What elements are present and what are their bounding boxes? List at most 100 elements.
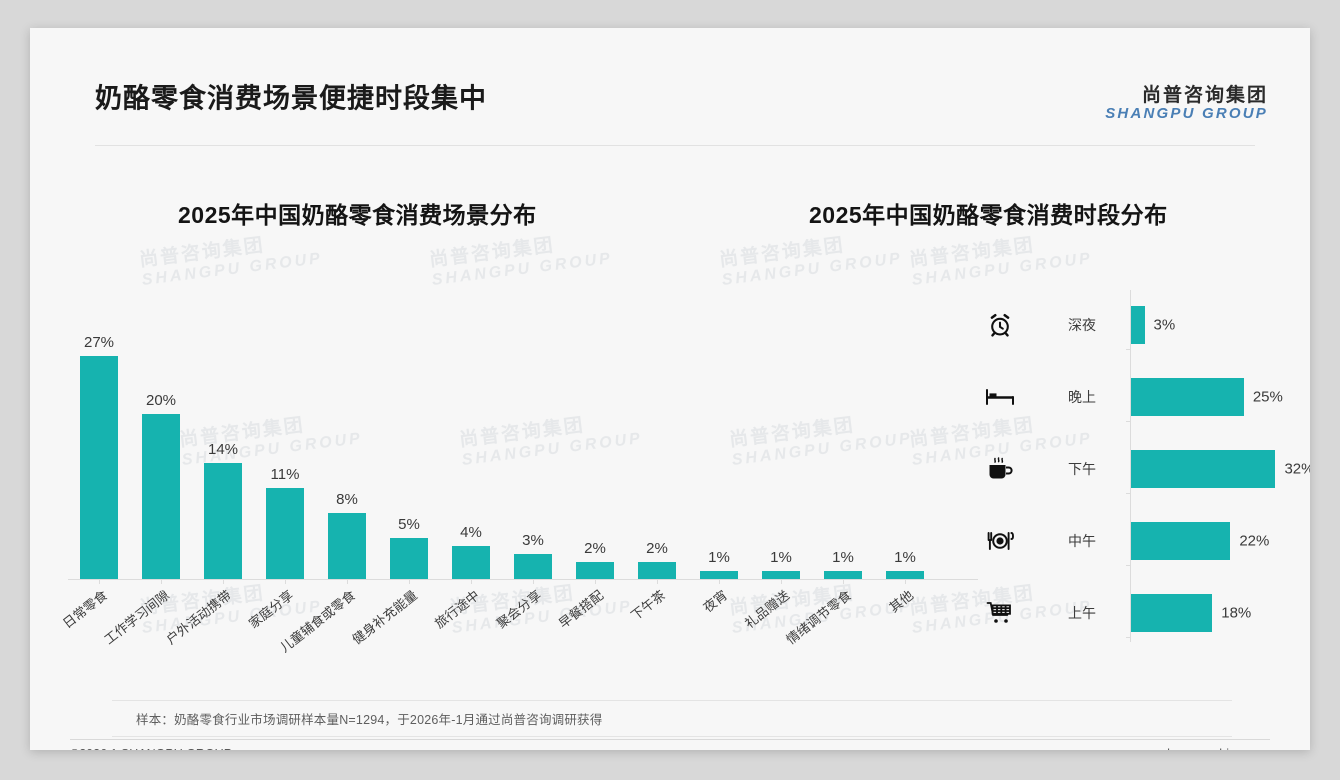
axis-tick [1126, 421, 1131, 422]
left-chart-title: 2025年中国奶酪零食消费场景分布 [178, 202, 537, 228]
column-bar[interactable]: 2% [638, 540, 676, 579]
bar-category-label: 晚上 [1068, 389, 1096, 405]
timeslot-distribution-chart: 深夜 3% 晚上 25% 下午 32% 中午 22% 上午 18% [970, 290, 1310, 642]
page-title: 奶酪零食消费场景便捷时段集中 [95, 83, 487, 114]
column-bar[interactable]: 11% [266, 466, 304, 579]
column-category-label: 户外活动携带 [163, 587, 235, 648]
horizontal-bar[interactable] [1131, 306, 1145, 344]
column-category-label: 健身补充能量 [349, 587, 421, 648]
copyright-text: ©2026.1 SHANGPU GROUP [70, 747, 232, 750]
bar-category-label: 深夜 [1068, 317, 1096, 333]
plate-cutlery-icon [980, 529, 1020, 553]
column-item: 2% 早餐搭配 [556, 540, 626, 631]
column-bar[interactable]: 20% [142, 392, 180, 579]
axis-tick [595, 580, 596, 584]
axis-tick [99, 580, 100, 584]
x-axis-line [68, 579, 978, 580]
column-value-label: 1% [770, 548, 792, 566]
axis-tick [1126, 493, 1131, 494]
column-category-label: 早餐搭配 [555, 587, 607, 632]
column-category-label: 日常零食 [59, 587, 111, 632]
column-value-label: 4% [460, 523, 482, 541]
column-item: 3% 聚会分享 [494, 532, 564, 631]
bar-row: 上午 18% [970, 588, 1300, 638]
axis-tick [905, 580, 906, 584]
column-bar[interactable]: 14% [204, 441, 242, 579]
column-item: 20% 工作学习间隙 [101, 392, 192, 647]
column-value-label: 2% [584, 540, 606, 558]
column-value-label: 20% [145, 391, 177, 409]
scenario-distribution-chart: 27% 日常零食 20% 工作学习间隙 14% 户外活动携带 11% 家庭分享 8% 儿童辅食或零… [60, 290, 978, 655]
watermark: 尚普咨询集团 SHANGPU GROUP [428, 234, 614, 289]
bar-category-label: 上午 [1068, 605, 1096, 621]
logo-chinese-text: 尚普咨询集团 [1141, 85, 1268, 106]
horizontal-bar[interactable] [1131, 522, 1231, 560]
horizontal-bar[interactable] [1131, 594, 1213, 632]
bar-row: 下午 32% [970, 444, 1310, 494]
column-bar[interactable]: 1% [824, 549, 862, 579]
axis-tick [1126, 565, 1131, 566]
axis-tick [471, 580, 472, 584]
axis-tick [223, 580, 224, 584]
axis-tick [1126, 637, 1131, 638]
column-value-label: 1% [708, 548, 730, 566]
logo-english-text: SHANGPU GROUP [1105, 104, 1268, 122]
axis-tick [781, 580, 782, 584]
header-divider [95, 145, 1255, 146]
horizontal-bar[interactable] [1131, 450, 1276, 488]
watermark: 尚普咨询集团 SHANGPU GROUP [448, 582, 634, 637]
axis-tick [719, 580, 720, 584]
column-bar[interactable]: 4% [452, 524, 490, 579]
column-item: 27% 日常零食 [60, 334, 130, 631]
axis-tick [657, 580, 658, 584]
column-bar[interactable]: 8% [328, 491, 366, 579]
column-item: 4% 旅行途中 [432, 524, 502, 631]
bar-value-label: 3% [1153, 316, 1176, 334]
hot-beverage-icon [980, 456, 1020, 482]
slide-card: 奶酪零食消费场景便捷时段集中 尚普咨询集团 SHANGPU GROUP 尚普咨询… [30, 28, 1310, 750]
column-value-label: 2% [646, 540, 668, 558]
footer-divider [70, 739, 1270, 740]
column-value-label: 27% [83, 333, 115, 351]
column-item: 11% 家庭分享 [246, 466, 316, 631]
axis-tick [409, 580, 410, 584]
y-axis-line [1130, 290, 1131, 642]
right-chart-title: 2025年中国奶酪零食消费时段分布 [809, 202, 1168, 228]
bar-value-label: 18% [1221, 604, 1252, 622]
column-bar[interactable]: 1% [700, 549, 738, 579]
axis-tick [533, 580, 534, 584]
column-bar[interactable]: 1% [762, 549, 800, 579]
column-value-label: 14% [207, 441, 239, 459]
column-item: 1% 情绪调节零食 [783, 549, 874, 647]
watermark: 尚普咨询集团 SHANGPU GROUP [908, 234, 1094, 289]
axis-tick [843, 580, 844, 584]
column-bar[interactable]: 2% [576, 540, 614, 579]
column-category-label: 其他 [886, 587, 917, 616]
sample-note: 样本：奶酪零食行业市场调研样本量N=1294，于2026年-1月通过尚普咨询调研… [112, 700, 1232, 737]
axis-tick [1126, 349, 1131, 350]
horizontal-bar[interactable] [1131, 378, 1244, 416]
column-value-label: 8% [336, 490, 358, 508]
column-bar[interactable]: 3% [514, 532, 552, 579]
column-category-label: 下午茶 [628, 587, 669, 624]
column-item: 2% 下午茶 [626, 540, 688, 623]
column-category-label: 情绪调节零食 [783, 587, 855, 648]
bar-row: 中午 22% [970, 516, 1300, 566]
column-category-label: 家庭分享 [245, 587, 297, 632]
column-value-label: 5% [398, 515, 420, 533]
column-item: 1% 夜宵 [688, 549, 750, 615]
bed-icon [980, 387, 1020, 407]
column-item: 8% 儿童辅食或零食 [277, 491, 378, 655]
column-value-label: 3% [522, 532, 544, 550]
column-item: 14% 户外活动携带 [163, 441, 254, 647]
column-category-label: 夜宵 [700, 587, 731, 616]
column-bar[interactable]: 1% [886, 549, 924, 579]
column-value-label: 1% [894, 548, 916, 566]
bar-value-label: 22% [1239, 532, 1270, 550]
column-bar[interactable]: 5% [390, 516, 428, 579]
column-item: 1% 礼品赠送 [742, 549, 812, 631]
website-url: www.shangpu-china.com [1131, 747, 1270, 750]
bar-value-label: 25% [1252, 388, 1283, 406]
column-category-label: 聚会分享 [493, 587, 545, 632]
column-bar[interactable]: 27% [80, 334, 118, 579]
